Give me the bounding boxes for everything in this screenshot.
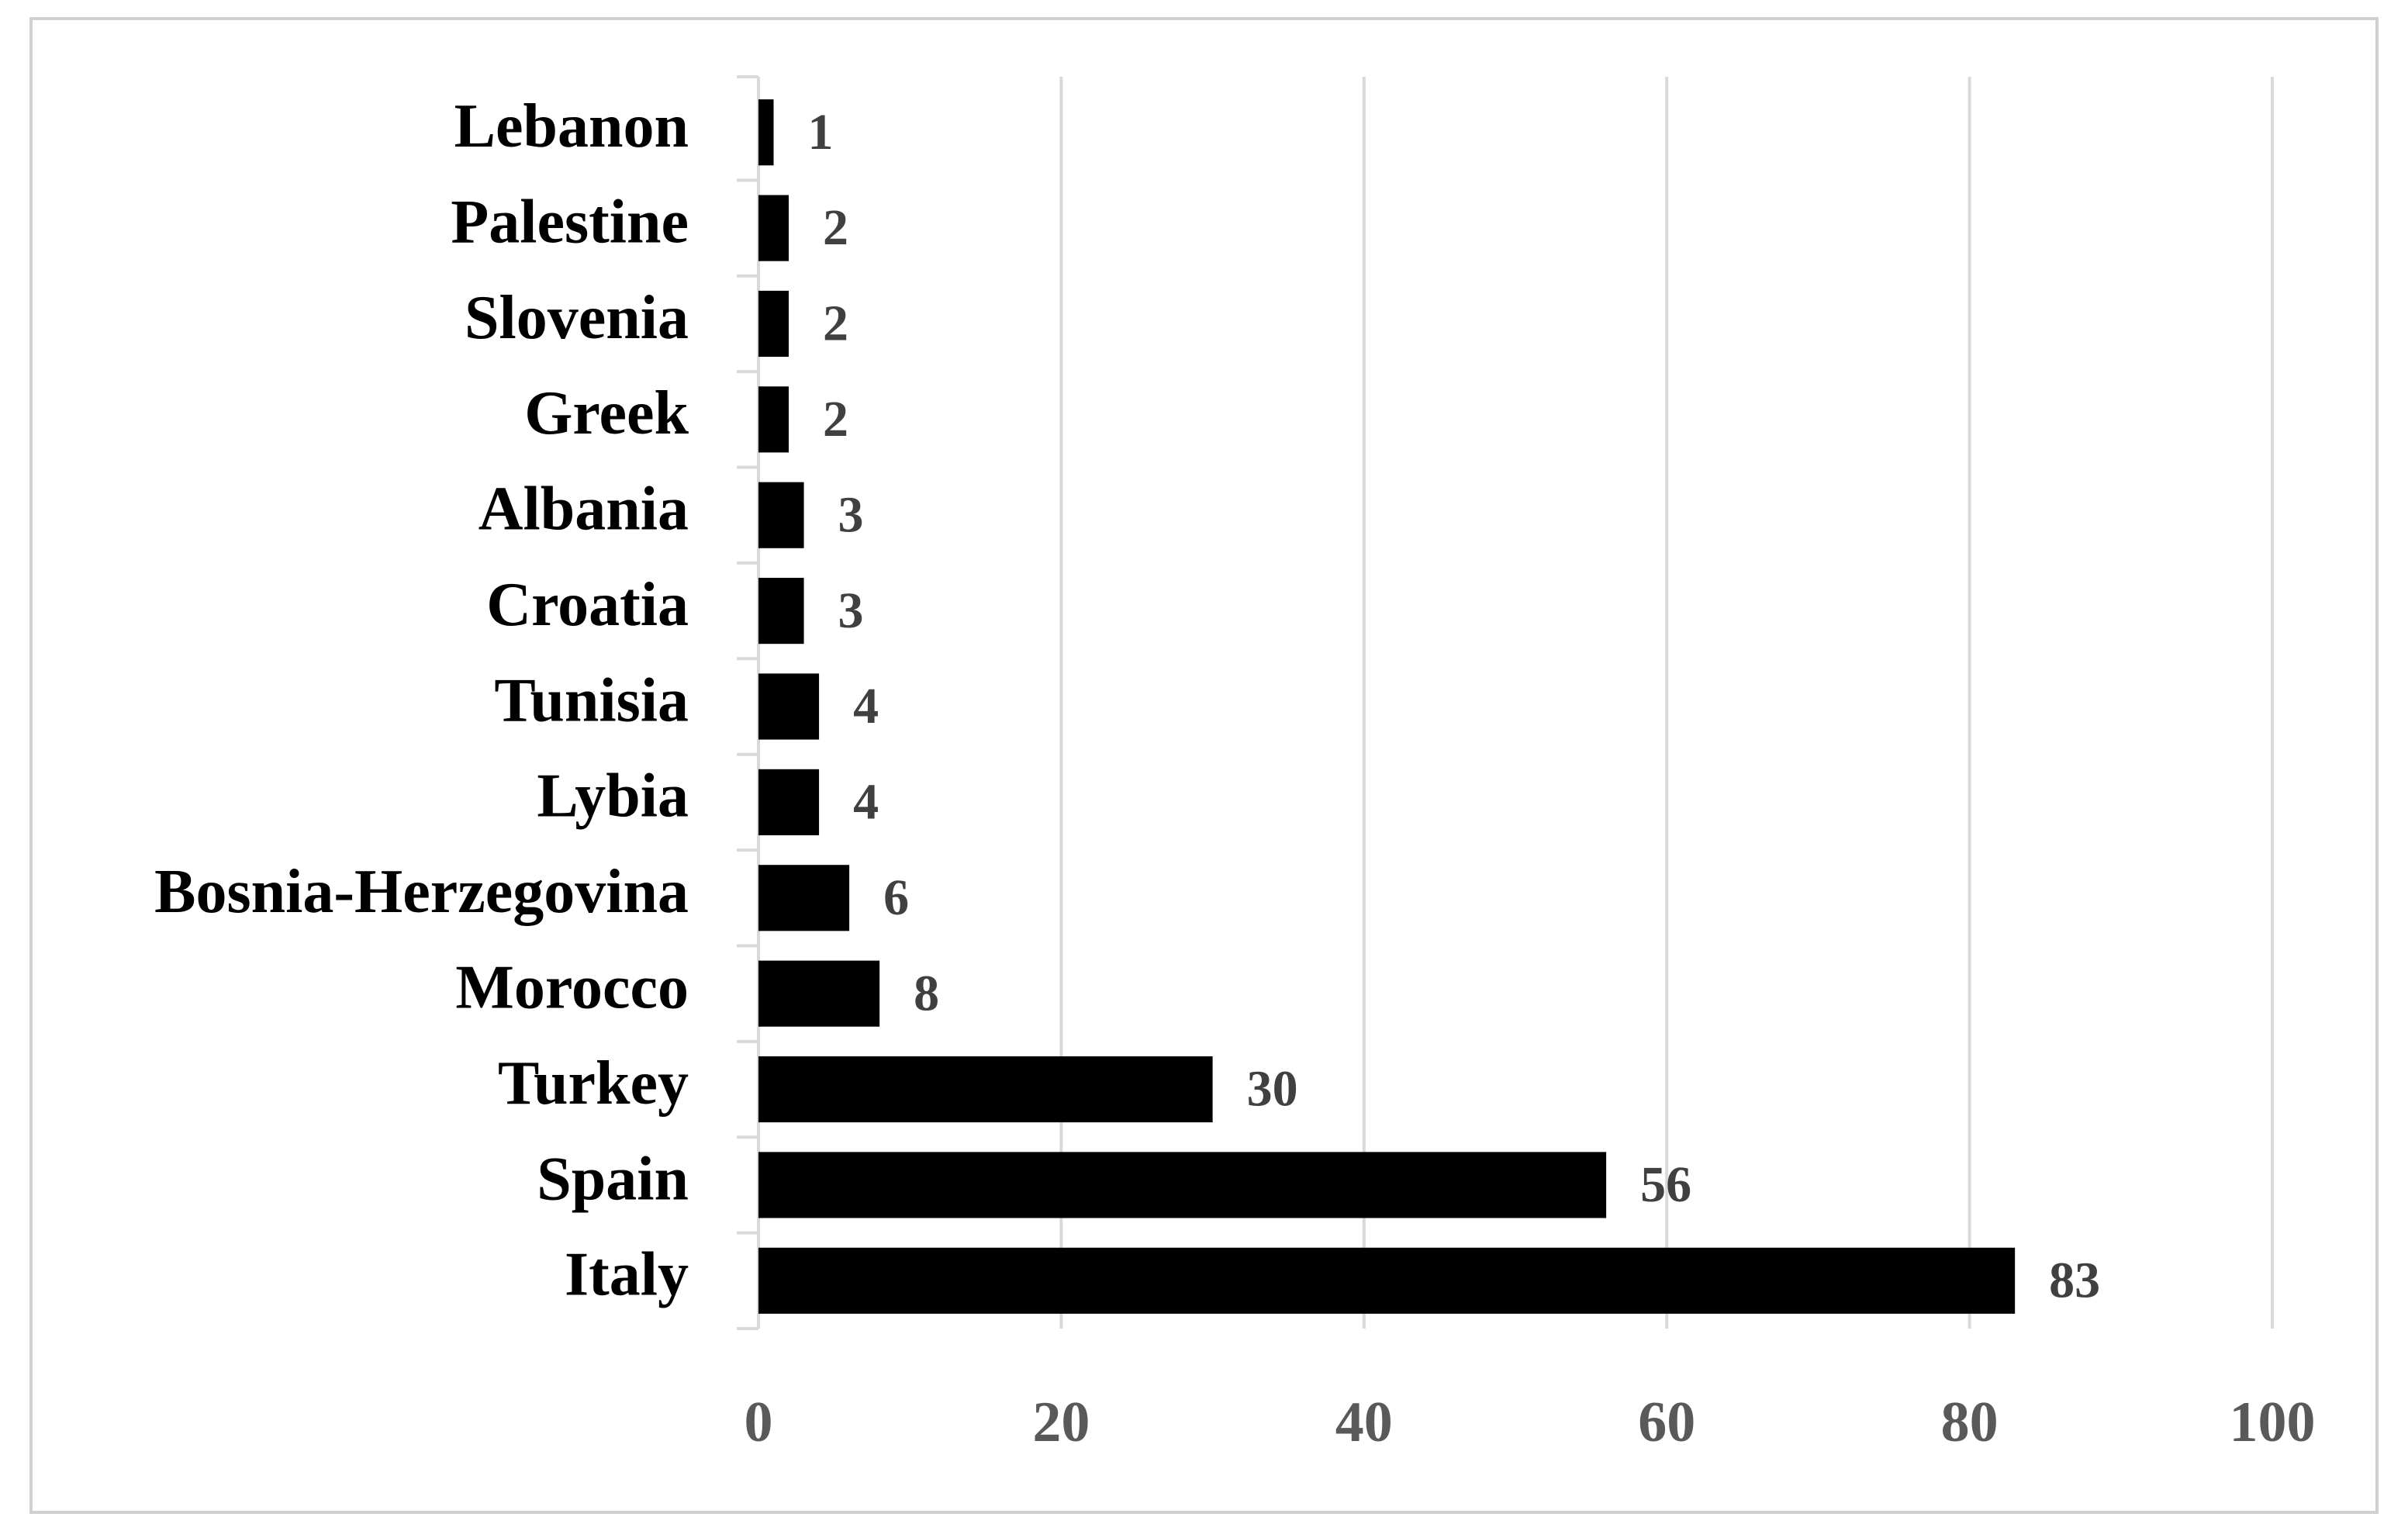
y-tick-label: Croatia <box>486 571 689 639</box>
bar <box>758 386 789 453</box>
x-tick-label: 100 <box>2230 1391 2316 1454</box>
y-tick-label: Spain <box>537 1145 689 1213</box>
y-tick-label: Slovenia <box>465 284 689 352</box>
value-label: 56 <box>1640 1156 1691 1213</box>
value-label: 30 <box>1247 1061 1298 1118</box>
bar <box>758 769 820 835</box>
value-label: 4 <box>853 678 879 734</box>
value-label: 6 <box>883 869 909 926</box>
bar <box>758 673 820 740</box>
x-tick-label: 40 <box>1335 1391 1393 1454</box>
bar <box>758 290 789 358</box>
y-tick-label: Tunisia <box>494 666 689 734</box>
y-tick-label: Albania <box>478 475 689 544</box>
bar <box>758 482 804 548</box>
y-tick-label: Lebanon <box>454 92 689 161</box>
x-tick-label: 60 <box>1638 1391 1695 1454</box>
value-label: 2 <box>823 391 848 448</box>
bar <box>758 960 880 1027</box>
bar <box>758 99 774 166</box>
bar <box>758 1247 2016 1314</box>
bar <box>758 865 850 931</box>
value-label: 4 <box>853 774 879 831</box>
x-tick-label: 20 <box>1032 1391 1090 1454</box>
y-tick-label: Bosnia-Herzegovina <box>154 858 689 926</box>
y-tick-label: Morocco <box>455 954 689 1022</box>
x-tick-label: 80 <box>1941 1391 1999 1454</box>
x-tick-label: 0 <box>745 1391 773 1454</box>
value-label: 8 <box>914 965 939 1021</box>
y-tick-label: Italy <box>565 1241 689 1309</box>
bar <box>758 578 804 645</box>
bar <box>758 1056 1213 1123</box>
y-tick-label: Palestine <box>451 188 689 256</box>
value-label: 2 <box>823 199 848 256</box>
y-tick-label: Turkey <box>498 1049 689 1118</box>
value-label: 3 <box>838 582 864 639</box>
y-tick-label: Greek <box>524 379 689 448</box>
value-label: 3 <box>838 486 864 543</box>
value-label: 1 <box>808 104 834 161</box>
y-tick-label: Lybia <box>537 762 689 831</box>
value-label: 83 <box>2049 1252 2100 1308</box>
value-label: 2 <box>823 295 848 352</box>
bar <box>758 1152 1607 1218</box>
bar <box>758 195 789 261</box>
